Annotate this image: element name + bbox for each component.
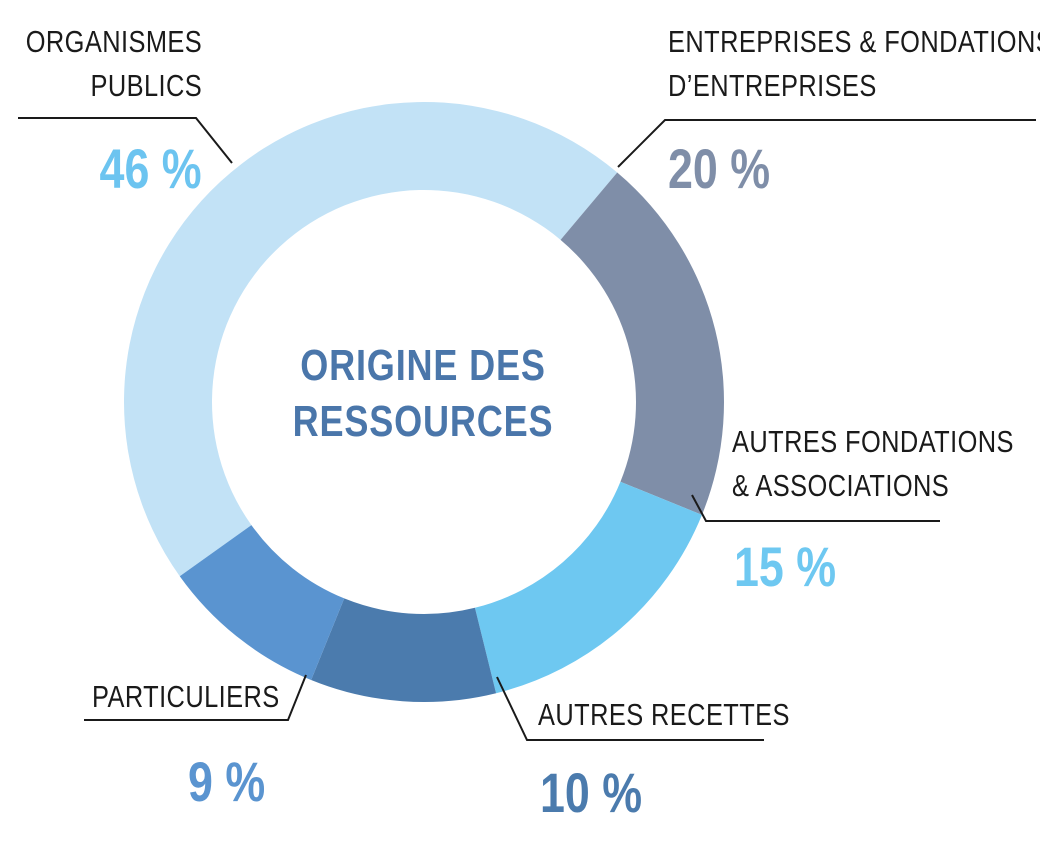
- label-particuliers: PARTICULIERS: [92, 675, 280, 719]
- slice-autres-recettes: [311, 598, 497, 703]
- leader-line-entreprises: [617, 119, 1036, 168]
- slice-organismes-publics: [124, 101, 618, 577]
- slice-entreprises-fondations: [560, 172, 724, 515]
- label-autres-fondations-line-1: AUTRES FONDATIONS: [732, 424, 1014, 459]
- label-particuliers-line-1: PARTICULIERS: [92, 679, 280, 714]
- label-autres-fondations-line-2: & ASSOCIATIONS: [732, 468, 950, 503]
- value-entreprises-fondations: 20 %: [668, 137, 771, 200]
- value-organismes-publics: 46 %: [99, 137, 202, 200]
- slice-autres-fondations: [474, 481, 702, 694]
- leader-line-autres-fondations: [691, 494, 940, 522]
- leader-line-organismes-publics: [18, 117, 233, 164]
- value-particuliers: 9 %: [188, 750, 266, 813]
- leader-lines: [18, 117, 1036, 741]
- chart-center-title: ORIGINE DES RESSOURCES: [259, 338, 587, 450]
- label-entreprises-fondations: ENTREPRISES & FONDATIONS D’ENTREPRISES: [668, 20, 1040, 108]
- label-autres-fondations: AUTRES FONDATIONS & ASSOCIATIONS: [732, 420, 1014, 508]
- label-entreprises-line-1: ENTREPRISES & FONDATIONS: [668, 24, 1040, 59]
- center-title-line-2: RESSOURCES: [292, 397, 554, 446]
- value-autres-recettes: 10 %: [540, 761, 643, 824]
- leader-line-particuliers: [84, 674, 307, 721]
- label-autres-recettes-line-1: AUTRES RECETTES: [538, 697, 790, 732]
- label-autres-recettes: AUTRES RECETTES: [538, 693, 790, 737]
- label-organismes-publics: ORGANISMES PUBLICS: [26, 20, 202, 108]
- label-entreprises-line-2: D’ENTREPRISES: [668, 68, 877, 103]
- value-autres-fondations: 15 %: [734, 535, 837, 598]
- center-title-line-1: ORIGINE DES: [300, 341, 546, 390]
- donut-slices: [124, 101, 724, 703]
- slice-particuliers: [179, 525, 345, 680]
- label-organismes-publics-line-1: ORGANISMES: [25, 24, 202, 59]
- label-organismes-publics-line-2: PUBLICS: [90, 68, 202, 103]
- leader-line-autres-recettes: [496, 676, 764, 741]
